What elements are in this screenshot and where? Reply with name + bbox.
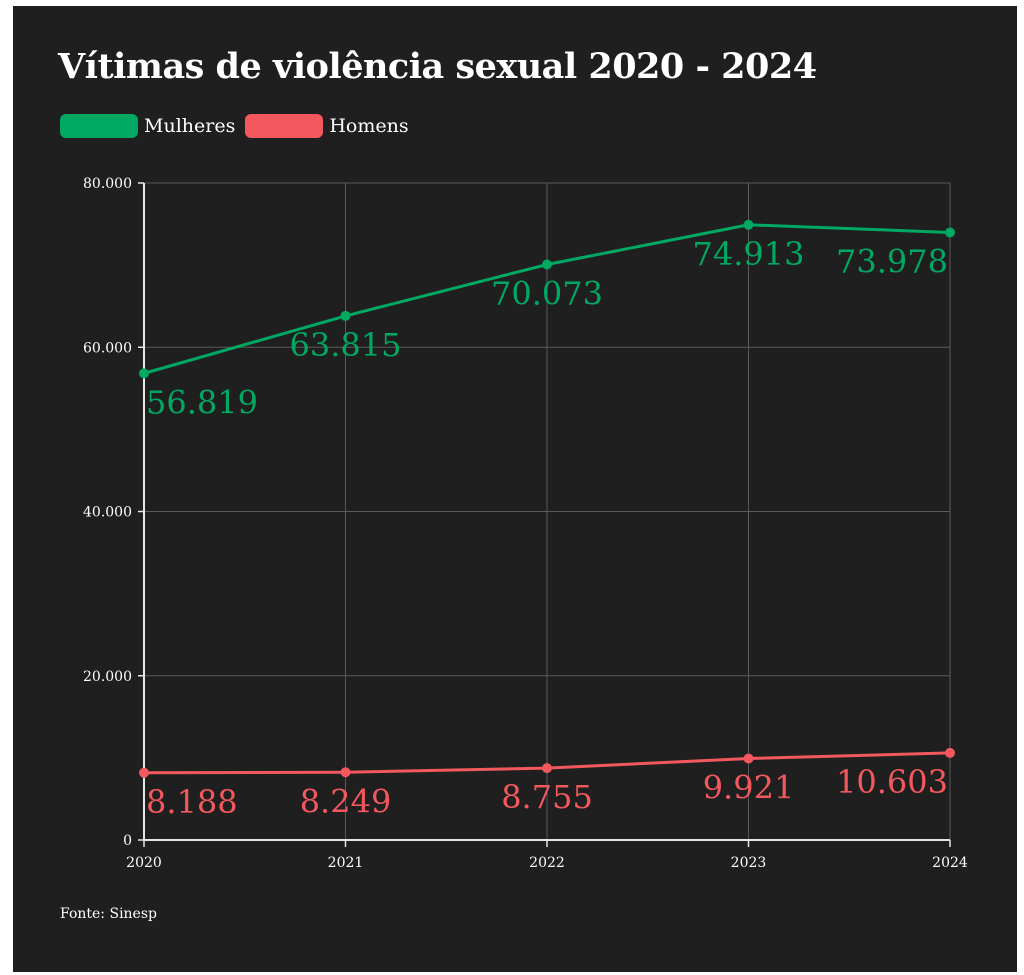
legend-item-homens: Homens <box>245 114 409 138</box>
data-label-mulheres: 70.073 <box>491 275 603 313</box>
y-tick-label: 0 <box>123 833 132 849</box>
x-tick-label: 2023 <box>731 855 767 871</box>
chart-card: Vítimas de violência sexual 2020 - 2024 … <box>13 6 1017 972</box>
y-tick-label: 60.000 <box>83 340 132 356</box>
y-tick-label: 80.000 <box>83 176 132 192</box>
data-point-homens <box>139 767 149 778</box>
y-tick-label: 20.000 <box>83 669 132 685</box>
data-label-mulheres: 73.978 <box>836 242 948 280</box>
source-note: Fonte: Sinesp <box>60 906 157 922</box>
legend-label-homens: Homens <box>329 115 409 137</box>
data-label-mulheres: 56.819 <box>146 383 258 421</box>
data-point-homens <box>945 747 955 758</box>
chart-title: Vítimas de violência sexual 2020 - 2024 <box>58 46 817 87</box>
data-point-mulheres <box>945 227 955 238</box>
data-label-homens: 10.603 <box>836 763 948 801</box>
data-point-homens <box>340 767 351 778</box>
data-label-mulheres: 63.815 <box>290 326 402 364</box>
data-label-homens: 8.249 <box>300 782 392 820</box>
data-point-homens <box>542 763 552 774</box>
legend: Mulheres Homens <box>60 114 419 138</box>
data-point-mulheres <box>743 219 754 230</box>
data-point-homens <box>743 753 754 764</box>
data-point-mulheres <box>542 259 552 270</box>
x-tick-label: 2024 <box>932 855 968 871</box>
y-tick-label: 40.000 <box>83 505 132 521</box>
data-label-homens: 9.921 <box>703 769 795 807</box>
data-point-mulheres <box>139 368 149 379</box>
legend-swatch-mulheres <box>60 114 138 138</box>
legend-item-mulheres: Mulheres <box>60 114 235 138</box>
data-label-homens: 8.755 <box>501 778 593 816</box>
x-tick-label: 2020 <box>126 855 162 871</box>
data-point-mulheres <box>340 310 351 321</box>
legend-label-mulheres: Mulheres <box>144 115 236 137</box>
x-tick-label: 2021 <box>328 855 364 871</box>
line-chart: 0 20.000 40.000 60.000 80.000 2020 2021 2022 202… <box>83 176 968 871</box>
legend-swatch-homens <box>245 114 324 138</box>
x-tick-label: 2022 <box>529 855 565 871</box>
data-label-mulheres: 74.913 <box>693 235 805 273</box>
data-label-homens: 8.188 <box>146 783 238 821</box>
